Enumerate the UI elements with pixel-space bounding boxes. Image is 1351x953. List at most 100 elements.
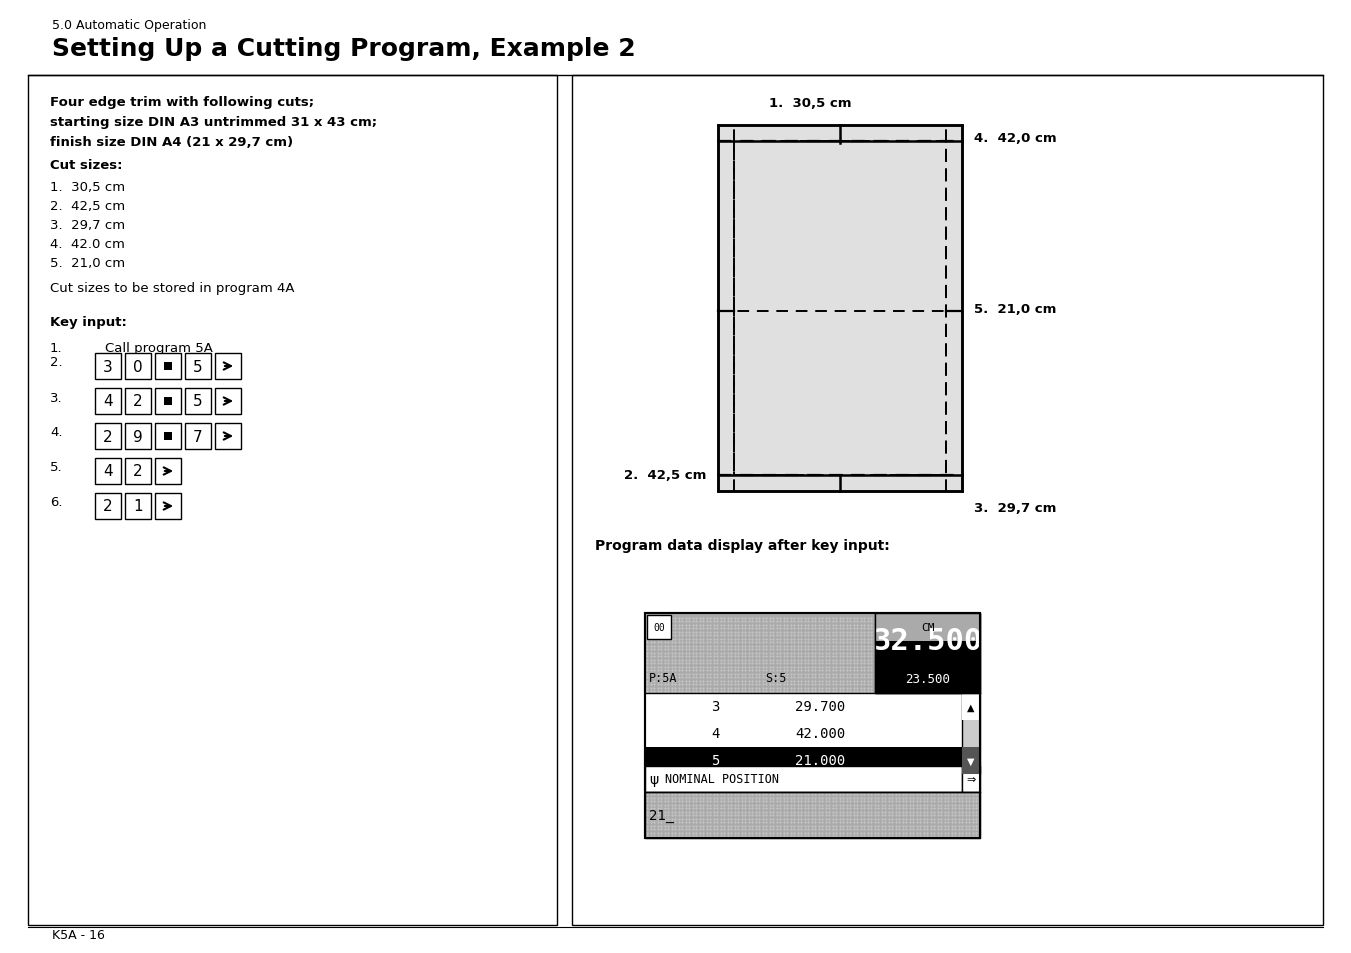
Text: 9: 9 — [134, 429, 143, 444]
Text: 5: 5 — [711, 754, 719, 768]
Text: 00: 00 — [653, 622, 665, 633]
Bar — [155, 494, 181, 519]
Text: 29.700: 29.700 — [794, 700, 846, 714]
Bar — [163, 363, 172, 371]
Bar — [734, 142, 946, 476]
Text: 23.500: 23.500 — [905, 673, 950, 685]
Bar — [644, 747, 962, 774]
Text: 5.  21,0 cm: 5. 21,0 cm — [974, 302, 1056, 315]
Text: 4.  42,0 cm: 4. 42,0 cm — [974, 132, 1056, 146]
Text: 32.500: 32.500 — [873, 627, 982, 656]
Bar — [28, 76, 557, 925]
Bar — [215, 423, 240, 450]
Text: NOMINAL POSITION: NOMINAL POSITION — [665, 773, 780, 785]
Bar — [95, 354, 122, 379]
Text: Key input:: Key input: — [50, 315, 127, 329]
Text: 6.: 6. — [50, 496, 62, 509]
Text: 1.: 1. — [50, 341, 62, 355]
Text: 2.  42,5 cm: 2. 42,5 cm — [624, 469, 707, 482]
Text: starting size DIN A3 untrimmed 31 x 43 cm;: starting size DIN A3 untrimmed 31 x 43 c… — [50, 116, 377, 129]
Bar — [875, 614, 979, 693]
Text: 1: 1 — [134, 499, 143, 514]
Bar — [875, 614, 979, 693]
Bar — [647, 616, 671, 639]
Text: 2: 2 — [103, 429, 113, 444]
Bar — [962, 766, 979, 792]
Bar — [155, 458, 181, 484]
Text: finish size DIN A4 (21 x 29,7 cm): finish size DIN A4 (21 x 29,7 cm) — [50, 136, 293, 149]
Text: Setting Up a Cutting Program, Example 2: Setting Up a Cutting Program, Example 2 — [51, 37, 635, 61]
Text: 2: 2 — [134, 395, 143, 409]
Bar — [163, 433, 172, 440]
Bar — [962, 693, 979, 720]
Text: CM: CM — [921, 622, 935, 633]
Bar — [644, 614, 979, 838]
Text: 4.: 4. — [50, 426, 62, 439]
Bar — [644, 792, 979, 838]
Bar — [126, 423, 151, 450]
Bar — [185, 423, 211, 450]
Text: ▲: ▲ — [967, 701, 975, 712]
Text: 5.: 5. — [50, 461, 62, 474]
Bar — [962, 747, 979, 774]
Text: Four edge trim with following cuts;: Four edge trim with following cuts; — [50, 96, 315, 109]
Text: 3.  29,7 cm: 3. 29,7 cm — [50, 219, 126, 232]
Bar — [126, 354, 151, 379]
Text: S:5: S:5 — [765, 671, 786, 684]
Text: Cut sizes to be stored in program 4A: Cut sizes to be stored in program 4A — [50, 282, 295, 294]
Text: 3.: 3. — [50, 391, 62, 404]
Bar — [644, 614, 875, 693]
Text: 42.000: 42.000 — [794, 727, 846, 740]
Bar — [95, 389, 122, 415]
Text: 2: 2 — [103, 499, 113, 514]
Bar — [215, 354, 240, 379]
Bar — [962, 693, 979, 774]
Bar — [155, 389, 181, 415]
Text: 5: 5 — [193, 359, 203, 375]
Text: 5: 5 — [193, 395, 203, 409]
Text: 5.0 Automatic Operation: 5.0 Automatic Operation — [51, 19, 207, 32]
Text: Program data display after key input:: Program data display after key input: — [594, 538, 890, 553]
Bar — [163, 397, 172, 406]
Text: 4: 4 — [103, 464, 113, 479]
Bar — [875, 614, 979, 641]
Text: 21.000: 21.000 — [794, 754, 846, 768]
Bar — [644, 792, 979, 838]
Bar — [717, 126, 962, 492]
Bar — [571, 76, 1323, 925]
Text: Call program 5A: Call program 5A — [105, 341, 213, 355]
Text: 2.  42,5 cm: 2. 42,5 cm — [50, 200, 126, 213]
Text: 4: 4 — [711, 727, 719, 740]
Text: 0: 0 — [134, 359, 143, 375]
Text: 7: 7 — [193, 429, 203, 444]
Bar — [95, 458, 122, 484]
Text: 3: 3 — [711, 700, 719, 714]
Text: 2: 2 — [134, 464, 143, 479]
Text: 4: 4 — [103, 395, 113, 409]
Text: 2.: 2. — [50, 356, 62, 369]
Bar — [126, 458, 151, 484]
Bar — [155, 423, 181, 450]
Bar — [126, 389, 151, 415]
Bar — [155, 354, 181, 379]
Bar — [95, 494, 122, 519]
Bar — [185, 354, 211, 379]
Text: 21_: 21_ — [648, 808, 674, 822]
Bar — [95, 423, 122, 450]
Text: Cut sizes:: Cut sizes: — [50, 159, 123, 172]
Bar — [215, 389, 240, 415]
Text: 1.  30,5 cm: 1. 30,5 cm — [50, 181, 126, 193]
Text: ψ: ψ — [648, 772, 658, 786]
Text: 3.  29,7 cm: 3. 29,7 cm — [974, 501, 1056, 515]
Bar — [126, 494, 151, 519]
Text: P:5A: P:5A — [648, 671, 677, 684]
Text: ⇒: ⇒ — [966, 774, 975, 784]
Text: K5A - 16: K5A - 16 — [51, 928, 105, 942]
Text: 1.  30,5 cm: 1. 30,5 cm — [769, 97, 851, 110]
Bar — [644, 614, 979, 838]
Bar — [185, 389, 211, 415]
Text: 3: 3 — [103, 359, 113, 375]
Text: 4.  42.0 cm: 4. 42.0 cm — [50, 237, 124, 251]
Text: 5.  21,0 cm: 5. 21,0 cm — [50, 256, 126, 270]
Bar — [644, 766, 962, 792]
